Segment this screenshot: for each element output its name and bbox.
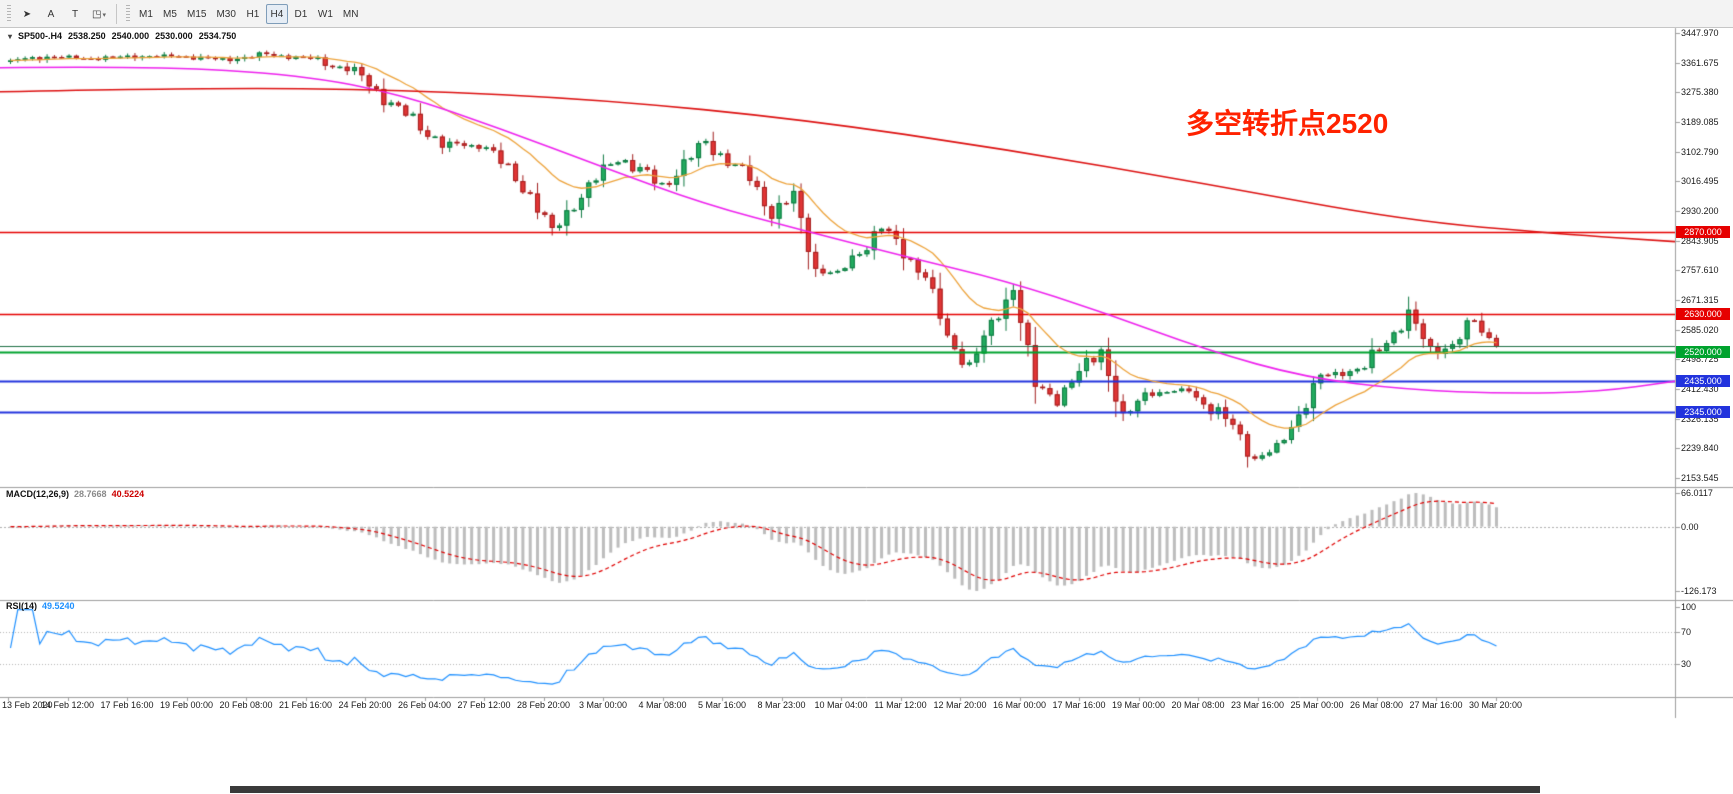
time-axis-label: 30 Mar 20:00	[1468, 700, 1523, 710]
time-axis-label: 8 Mar 23:00	[757, 700, 806, 710]
low-value: 2530.000	[155, 31, 193, 41]
time-axis-label: 20 Feb 08:00	[219, 700, 273, 710]
chevron-down-icon: ▾	[102, 11, 106, 19]
rsi-indicator-label: RSI(14) 49.5240	[6, 601, 80, 611]
price-line-badge: 2630.000	[1676, 308, 1730, 320]
price-axis-label: 3447.970	[1681, 28, 1719, 38]
macd-signal-value: 40.5224	[111, 489, 145, 499]
time-axis-label: 21 Feb 16:00	[278, 700, 333, 710]
rsi-scale-label: 100	[1681, 602, 1697, 613]
price-axis-label: 2153.545	[1681, 473, 1719, 483]
text-tool-icon: A	[47, 8, 55, 20]
time-axis-label: 27 Mar 16:00	[1409, 700, 1463, 710]
time-axis-label: 4 Mar 08:00	[638, 700, 687, 710]
macd-scale-label: 66.0117	[1681, 488, 1713, 499]
time-axis-label: 27 Feb 12:00	[457, 700, 511, 710]
timeframe-mn[interactable]: MN	[342, 8, 359, 20]
time-axis-label: 13 Feb 2020	[2, 700, 53, 710]
price-line-badge: 2345.000	[1676, 406, 1730, 418]
pointer-icon: ➤	[22, 8, 32, 20]
timeframe-m5[interactable]: M5	[163, 8, 177, 20]
timeframe-m30[interactable]: M30	[216, 8, 236, 20]
toolbar-separator	[116, 3, 117, 24]
macd-indicator-label: MACD(12,26,9) 28.7668 40.5224	[6, 489, 149, 499]
annotation-text[interactable]: 多空转折点2520	[1186, 108, 1389, 139]
rsi-scale-label: 70	[1681, 626, 1692, 637]
timeframe-m1[interactable]: M1	[139, 8, 153, 20]
price-axis[interactable]	[1675, 28, 1733, 718]
price-line-badge: 2435.000	[1676, 375, 1730, 387]
price-axis-label: 2239.840	[1681, 443, 1719, 454]
macd-main-value: 28.7668	[74, 489, 107, 499]
time-axis-label: 26 Mar 08:00	[1349, 700, 1404, 710]
price-line-badge: 2520.000	[1676, 346, 1730, 358]
chart-symbol-title: ▾ SP500-.H4 2538.250 2540.000 2530.000 2534.7…	[8, 31, 242, 41]
time-axis-label: 20 Mar 08:00	[1171, 700, 1225, 710]
shapes-icon: ◳	[92, 8, 102, 20]
open-value: 2538.250	[68, 31, 106, 41]
time-axis-label: 24 Feb 20:00	[338, 700, 392, 710]
time-axis-label: 23 Mar 16:00	[1230, 700, 1285, 710]
time-axis-label: 25 Mar 00:00	[1290, 700, 1344, 710]
macd-scale-label: 0.00	[1681, 521, 1699, 532]
toolbar-drag-handle[interactable]	[126, 4, 130, 23]
timeframe-h1[interactable]: H1	[246, 8, 260, 20]
timeframe-d1[interactable]: D1	[294, 8, 308, 20]
time-axis-label: 10 Mar 04:00	[814, 700, 868, 710]
price-axis-label: 2757.610	[1681, 265, 1719, 276]
price-line-badge: 2870.000	[1676, 226, 1730, 238]
timeframe-toolbar: M1 M5 M15 M30 H1 H4 D1 W1 MN	[135, 3, 362, 24]
time-axis-label: 16 Mar 00:00	[992, 700, 1047, 710]
top-toolbar: ➤ A T ◳▾ M1 M5 M15 M30 H1 H4 D1 W1 MN	[0, 0, 1733, 28]
price-axis-label: 2326.135	[1681, 413, 1719, 424]
time-axis-label: 19 Feb 00:00	[159, 700, 214, 710]
time-axis-label: 3 Mar 00:00	[578, 700, 628, 710]
rsi-name: RSI(14)	[6, 601, 38, 611]
price-axis-label: 3361.675	[1681, 57, 1719, 68]
time-axis-label: 14 Feb 12:00	[40, 700, 95, 710]
time-axis-label: 5 Mar 16:00	[697, 700, 747, 710]
time-axis-label: 26 Feb 04:00	[397, 700, 452, 710]
toolbar-drag-handle[interactable]	[7, 4, 11, 23]
price-axis-label: 2412.430	[1681, 384, 1719, 394]
price-axis-label: 2843.905	[1681, 235, 1719, 246]
rsi-value: 49.5240	[42, 601, 75, 611]
time-axis-label: 17 Mar 16:00	[1052, 700, 1106, 710]
high-value: 2540.000	[111, 31, 150, 41]
macd-name: MACD(12,26,9)	[6, 489, 70, 499]
price-axis-label: 2585.020	[1681, 324, 1719, 335]
price-axis-label: 2930.200	[1681, 206, 1719, 216]
timeframe-h4[interactable]: H4	[265, 3, 288, 24]
text-frame-tool-button[interactable]: T	[64, 4, 86, 24]
shapes-tool-button[interactable]: ◳▾	[88, 4, 110, 24]
price-axis-label: 3189.085	[1681, 117, 1719, 127]
time-axis-label: 11 Mar 12:00	[874, 700, 927, 710]
pointer-tool-button[interactable]: ➤	[16, 4, 38, 24]
symbol-label: SP500-.H4	[18, 31, 63, 41]
price-axis-label: 2498.725	[1681, 354, 1719, 365]
price-axis-label: 2671.315	[1681, 295, 1719, 305]
time-axis-label: 12 Mar 20:00	[933, 700, 987, 710]
macd-scale-label: -126.173	[1681, 585, 1717, 596]
time-axis-label: 28 Feb 20:00	[516, 700, 571, 710]
horizontal-scrollbar[interactable]	[230, 786, 1540, 793]
collapse-icon[interactable]: ▾	[8, 32, 13, 41]
price-axis-label: 3016.495	[1681, 176, 1719, 187]
time-axis-label: 17 Feb 16:00	[100, 700, 154, 710]
text-tool-button[interactable]: A	[40, 4, 62, 24]
text-frame-icon: T	[71, 8, 79, 20]
close-value: 2534.750	[198, 31, 237, 41]
rsi-scale-label: 30	[1681, 659, 1692, 670]
price-axis-label: 3275.380	[1681, 87, 1719, 98]
time-axis-label: 19 Mar 00:00	[1111, 700, 1166, 710]
price-axis-label: 3102.790	[1681, 146, 1719, 157]
timeframe-m15[interactable]: M15	[187, 8, 207, 20]
timeframe-w1[interactable]: W1	[317, 8, 333, 20]
